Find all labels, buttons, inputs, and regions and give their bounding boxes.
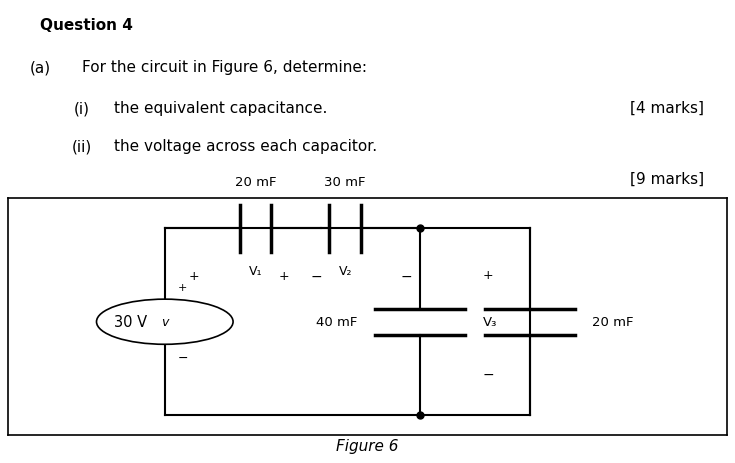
Text: −: − [401, 269, 412, 283]
Text: 30 mF: 30 mF [324, 176, 366, 189]
Text: (a): (a) [29, 60, 51, 75]
Text: (i): (i) [74, 101, 90, 116]
Text: +: + [178, 282, 187, 293]
Text: [4 marks]: [4 marks] [630, 101, 704, 116]
Text: −: − [482, 367, 494, 381]
Text: the equivalent capacitance.: the equivalent capacitance. [114, 101, 327, 116]
Text: (ii): (ii) [72, 139, 93, 154]
Text: −: − [178, 352, 188, 365]
Text: 20 mF: 20 mF [592, 316, 634, 329]
Text: V₂: V₂ [338, 264, 352, 277]
Text: v: v [161, 316, 168, 329]
Text: 20 mF: 20 mF [234, 176, 276, 189]
Text: 30 V: 30 V [114, 314, 147, 330]
Text: 40 mF: 40 mF [316, 316, 357, 329]
Text: −: − [311, 269, 322, 283]
Text: V₃: V₃ [482, 316, 497, 329]
Text: +: + [189, 269, 200, 282]
Text: [9 marks]: [9 marks] [630, 171, 704, 186]
Text: the voltage across each capacitor.: the voltage across each capacitor. [114, 139, 377, 154]
Text: V₁: V₁ [248, 264, 262, 277]
Text: +: + [279, 269, 290, 282]
Text: +: + [482, 268, 493, 281]
Text: For the circuit in Figure 6, determine:: For the circuit in Figure 6, determine: [82, 60, 368, 75]
Circle shape [96, 300, 233, 344]
Text: Figure 6: Figure 6 [336, 438, 399, 453]
Text: Question 4: Question 4 [40, 18, 133, 32]
